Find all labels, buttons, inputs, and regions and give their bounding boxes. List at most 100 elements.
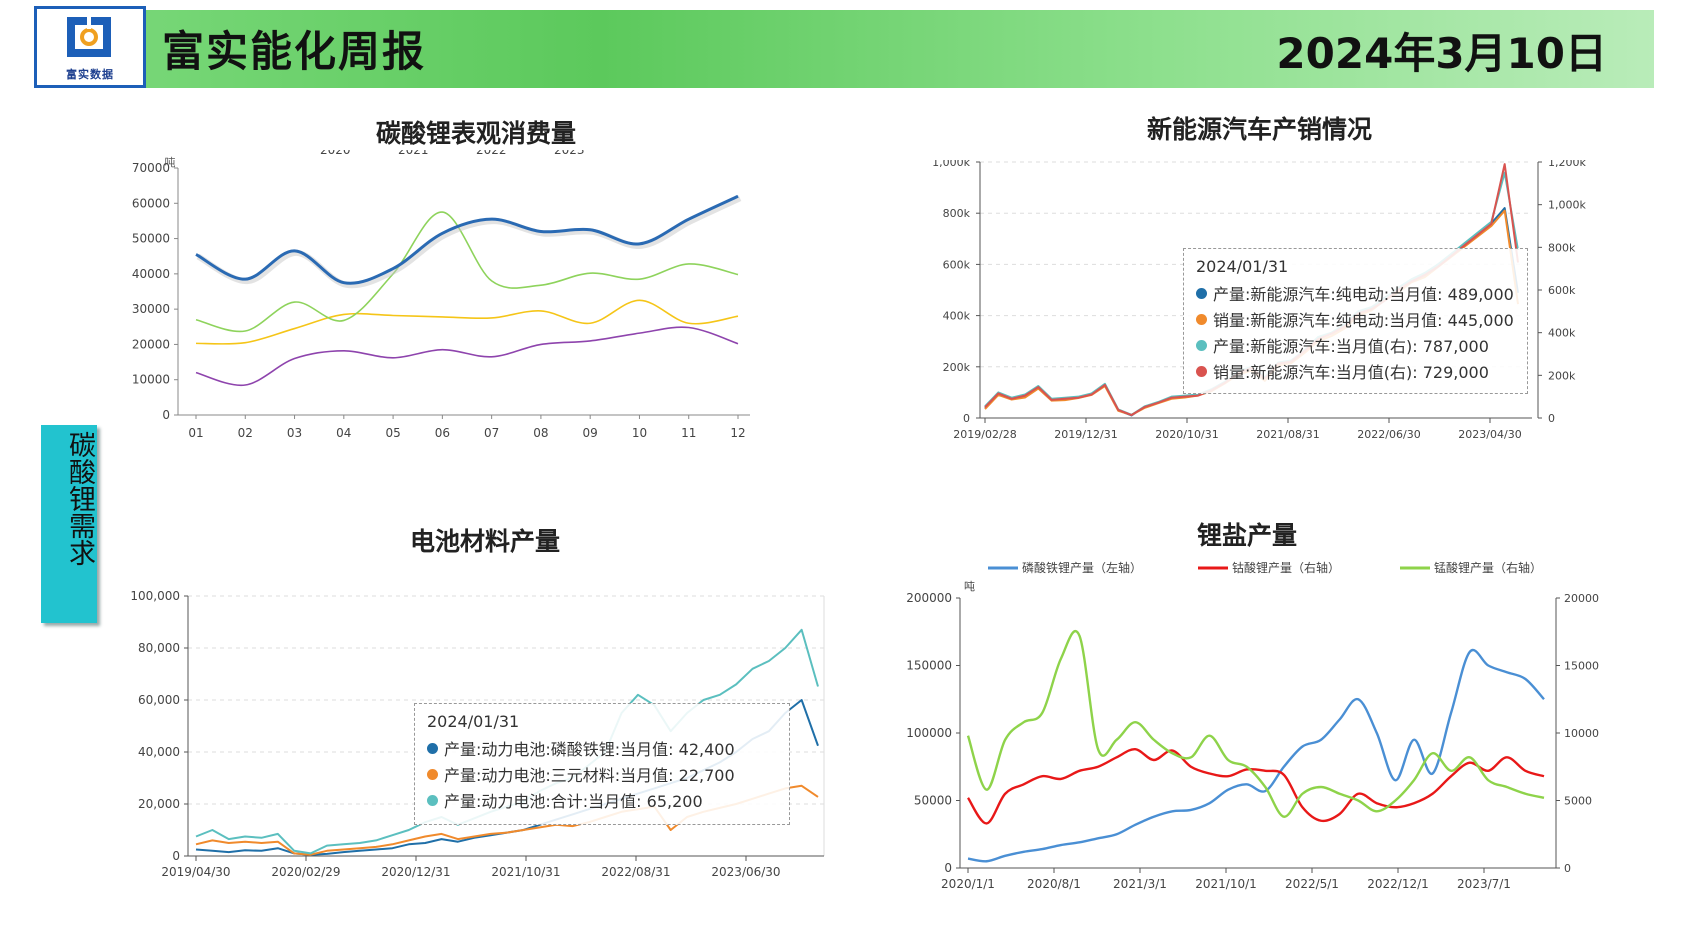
tooltip-row: 销量:新能源汽车:纯电动:当月值: 445,000 [1196,306,1515,332]
page-title: 富实能化周报 [162,27,427,76]
legend-label: 2020 [320,150,351,157]
y-tick-label: 20,000 [138,797,180,811]
y-tick-label: 30000 [132,302,170,316]
y-tick-label: 0 [172,849,180,863]
chart3-title: 电池材料产量 [410,527,561,556]
y-tick-label: 10000 [132,373,170,387]
battery-tooltip: 2024/01/31 产量:动力电池:磷酸铁锂:当月值: 42,400 产量:动… [414,703,790,825]
x-tick-label: 03 [287,426,302,440]
y-left-tick-label: 200000 [906,591,952,605]
y-right-tick-label: 800k [1548,241,1576,254]
lithium-salt-chart: 吨 0 50000 100000 150000 200000 0 5000 10000 15000… [906,560,1599,891]
y-tick-label: 40000 [132,267,170,281]
y-tick-label: 50000 [132,232,170,246]
x-tick-label: 07 [484,426,499,440]
y-right-tick-label: 1,000k [1548,199,1586,212]
y-axis-unit: 吨 [964,580,975,593]
y-tick-label: 60,000 [138,693,180,707]
series-line [966,630,1545,818]
y-tick-label: 80,000 [138,641,180,655]
consumption-chart: 吨 0 10000 20000 30000 40000 50000 60000 70000 01 0… [132,150,750,440]
x-tick-label: 05 [385,426,400,440]
y-right-tick-label: 0 [1564,862,1571,875]
y-left-tick-label: 150000 [906,659,952,673]
header-banner [34,10,1654,88]
series-line-2022 [195,211,739,333]
report-date: 2024年3月10日 [1276,29,1607,78]
series-line-2021 [195,299,739,345]
x-tick-label: 02 [238,426,253,440]
x-tick-label: 2021/3/1 [1113,877,1167,891]
x-tick-label: 2020/1/1 [941,877,995,891]
legend-label: 钴酸锂产量（右轴） [1232,560,1340,575]
y-right-tick-label: 10000 [1564,727,1599,740]
x-tick-label: 12 [730,426,745,440]
sidebar-label-box: 碳酸锂需求 [41,425,97,623]
x-tick-label: 09 [583,426,598,440]
tooltip-date: 2024/01/31 [427,712,520,731]
x-tick-label: 08 [533,426,548,440]
series-line [966,747,1545,825]
x-tick-label: 2020/12/31 [381,865,450,879]
x-tick-label: 06 [435,426,450,440]
y-left-tick-label: 50000 [914,794,952,808]
y-left-tick-label: 200k [943,361,971,374]
x-tick-label: 2019/04/30 [161,865,230,879]
series-line [967,648,1545,863]
y-left-tick-label: 100000 [906,726,952,740]
x-tick-label: 2021/10/1 [1195,877,1257,891]
legend-label: 2022 [476,150,507,157]
legend-label: 锰酸锂产量（右轴） [1434,560,1542,575]
x-tick-label: 2021/08/31 [1256,428,1319,441]
series-shadow [196,195,742,289]
y-left-tick-label: 400k [943,310,971,323]
x-tick-label: 2022/12/1 [1367,877,1429,891]
x-tick-label: 2022/08/31 [601,865,670,879]
tooltip-row: 销量:新能源汽车:当月值(右): 729,000 [1196,358,1515,384]
x-tick-label: 2020/02/29 [271,865,340,879]
y-right-tick-label: 5000 [1564,795,1592,808]
x-tick-label: 04 [336,426,351,440]
x-tick-label: 2023/06/30 [711,865,780,879]
y-right-tick-label: 15000 [1564,660,1599,673]
x-tick-label: 10 [632,426,647,440]
y-tick-label: 60000 [132,196,170,210]
tooltip-row: 产量:动力电池:三元材料:当月值: 22,700 [427,761,777,787]
x-tick-label: 2022/06/30 [1357,428,1420,441]
x-tick-label: 01 [188,426,203,440]
tooltip-row: 产量:动力电池:磷酸铁锂:当月值: 42,400 [427,735,777,761]
logo-text: 富实数据 [66,68,114,81]
legend-label: 2021 [398,150,429,157]
y-left-tick-label: 1,000k [932,160,970,169]
y-right-tick-label: 0 [1548,412,1555,425]
legend-label: 磷酸铁锂产量（左轴） [1022,560,1142,575]
y-right-tick-label: 1,200k [1548,160,1586,169]
nev-tooltip: 2024/01/31 产量:新能源汽车:纯电动:当月值: 489,000 销量:… [1183,248,1528,394]
y-right-tick-label: 20000 [1564,592,1599,605]
x-tick-label: 2022/5/1 [1285,877,1339,891]
legend-label: 2023 [554,150,585,157]
series-line-2023 [195,194,739,285]
y-tick-label: 70000 [132,161,170,175]
tooltip-row: 产量:新能源汽车:当月值(右): 787,000 [1196,332,1515,358]
tooltip-row: 产量:新能源汽车:纯电动:当月值: 489,000 [1196,280,1515,306]
x-tick-label: 2020/10/31 [1155,428,1218,441]
x-tick-label: 2021/10/31 [491,865,560,879]
tooltip-date: 2024/01/31 [1196,257,1289,276]
x-tick-label: 2023/04/30 [1458,428,1521,441]
chart4-title: 锂盐产量 [1197,521,1298,550]
y-right-tick-label: 600k [1548,284,1576,297]
x-tick-label: 11 [681,426,696,440]
x-tick-label: 2020/8/1 [1027,877,1081,891]
y-tick-label: 100,000 [130,589,180,603]
sidebar-label: 碳酸锂需求 [64,431,95,566]
x-tick-label: 2023/7/1 [1457,877,1511,891]
x-tick-label: 2019/02/28 [953,428,1016,441]
y-left-tick-label: 0 [944,861,952,875]
y-axis-unit: 吨 [165,156,176,169]
series-line-2020 [195,326,739,387]
y-left-tick-label: 600k [943,258,971,271]
y-right-tick-label: 200k [1548,369,1576,382]
y-tick-label: 20000 [132,337,170,351]
logo: 富实数据 [34,6,146,88]
